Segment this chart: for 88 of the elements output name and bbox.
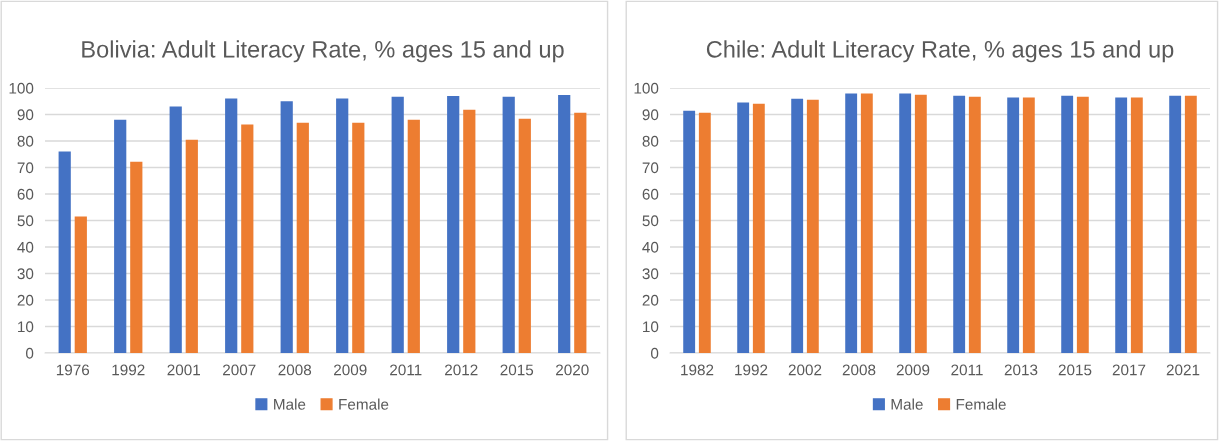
x-tick-label: 1992 [112,364,145,376]
y-tick-label: 70 [642,162,659,174]
legend-label: Male [274,398,306,410]
bar [1076,96,1089,353]
bar [185,139,198,353]
bar [914,94,927,353]
bar [683,110,696,353]
bar [860,93,873,353]
chart-title: Bolivia: Adult Literacy Rate, % ages 15 and up [82,40,564,63]
x-tick-label: 2008 [842,364,876,376]
y-tick-label: 50 [642,215,659,227]
bar [752,103,765,353]
bar [1007,97,1020,353]
x-tick-label: 2013 [1004,364,1038,376]
bar [169,106,182,353]
x-tick-label: 2015 [1058,364,1092,376]
bar [336,98,349,353]
bar [518,118,531,353]
y-tick-label: 70 [17,162,34,174]
bar [574,112,587,353]
x-tick-label: 2012 [445,364,478,376]
bar [899,93,912,353]
y-tick-label: 10 [643,321,659,333]
bar [280,101,293,353]
bar [1115,97,1128,353]
bar [737,102,750,353]
x-tick-label: 1992 [735,364,768,376]
y-tick-label: 30 [642,268,659,280]
bar [791,98,804,353]
x-tick-label: 2009 [334,364,367,376]
x-tick-label: 2008 [278,364,312,376]
x-tick-label: 2015 [500,364,534,376]
y-tick-label: 0 [25,347,34,359]
x-tick-label: 2017 [1112,364,1146,376]
x-tick-label: 1976 [56,364,90,376]
y-tick-label: 60 [17,188,34,200]
x-tick-label: 2011 [951,364,983,376]
y-tick-label: 100 [9,82,34,94]
x-tick-label: 2007 [223,364,256,376]
y-tick-label: 80 [642,135,659,147]
y-tick-label: 20 [642,294,659,306]
y-tick-label: 60 [642,188,659,200]
x-tick-label: 2002 [788,364,822,376]
bar [1022,97,1035,353]
bar [558,94,571,353]
bar [953,95,966,353]
x-tick-label: 2001 [167,364,200,376]
y-tick-label: 90 [642,109,659,121]
y-tick-label: 10 [18,321,34,333]
bar [407,119,420,353]
y-tick-label: 40 [642,241,659,253]
bar [502,96,515,353]
bar [463,109,476,353]
bar [968,96,981,353]
bar [296,122,309,353]
y-tick-label: 40 [17,241,34,253]
legend-label: Male [891,398,923,410]
bar [845,93,858,353]
y-tick-label: 30 [17,268,34,280]
bar [114,119,127,353]
bar [225,98,238,353]
y-tick-label: 20 [17,294,34,306]
y-tick-label: 0 [650,347,659,359]
x-tick-label: 2011 [390,364,422,376]
x-tick-label: 1982 [681,364,714,376]
y-tick-label: 80 [17,135,34,147]
bar [74,216,87,353]
chart-title: Chile: Adult Literacy Rate, % ages 15 and up [706,40,1174,63]
bar [1184,95,1197,353]
bar [1169,95,1182,353]
bar [1130,97,1143,353]
bar [130,161,143,353]
bar [1061,95,1074,353]
y-tick-label: 90 [17,109,34,121]
bar [58,151,71,353]
x-tick-label: 2020 [556,364,589,376]
bar [241,124,254,353]
y-tick-label: 50 [17,215,34,227]
y-tick-label: 100 [634,82,659,94]
bar [806,99,819,353]
x-tick-label: 2021 [1166,364,1200,376]
bar [698,112,711,353]
x-tick-label: 2009 [896,364,930,376]
bar [447,95,460,353]
bar [352,122,365,353]
legend-label: Female [956,398,1006,410]
legend-label: Female [339,398,389,410]
bar [391,96,404,353]
